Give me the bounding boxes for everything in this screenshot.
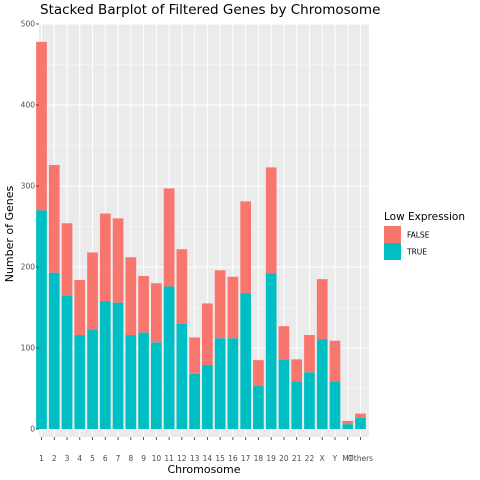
x-tick-label: 18 — [254, 454, 264, 463]
bar-true-chr-11 — [163, 286, 175, 429]
y-tick-label: 400 — [21, 101, 36, 110]
bar-false-chr-21 — [291, 359, 303, 382]
x-tick-label: 7 — [116, 454, 121, 463]
bar-false-chr-7 — [112, 218, 124, 303]
x-tick-label: 4 — [77, 454, 82, 463]
bar-false-chr-1 — [36, 41, 47, 211]
bar-false-chr-6 — [99, 213, 111, 302]
y-tick-label: 100 — [21, 344, 36, 353]
x-tick-label: 14 — [203, 454, 213, 463]
bar-false-chr-17 — [240, 201, 252, 293]
bar-true-chr-x — [316, 339, 328, 429]
x-tick-label: 22 — [305, 454, 315, 463]
bars-layer — [36, 41, 366, 429]
x-tick-label: 17 — [241, 454, 251, 463]
bar-false-chr-others — [355, 413, 366, 418]
legend-label-false: FALSE — [407, 231, 430, 240]
bar-true-chr-13 — [189, 373, 200, 429]
y-tick-label: 300 — [21, 182, 36, 191]
x-tick-label: 9 — [141, 454, 146, 463]
bar-false-chr-13 — [189, 337, 200, 374]
bar-false-chr-y — [329, 340, 341, 382]
bar-false-chr-9 — [138, 275, 149, 333]
x-tick-label: Others — [348, 454, 373, 463]
x-tick-label: 1 — [39, 454, 44, 463]
bar-true-chr-20 — [278, 359, 290, 429]
x-tick-label: 2 — [52, 454, 57, 463]
x-tick-label: 11 — [164, 454, 174, 463]
x-tick-label: 5 — [90, 454, 95, 463]
x-tick-label: 15 — [215, 454, 225, 463]
legend-key-true — [384, 243, 401, 260]
bar-true-chr-7 — [112, 302, 124, 429]
bar-false-chr-18 — [253, 360, 264, 387]
bar-false-chr-5 — [87, 252, 98, 330]
x-tick-label: 3 — [65, 454, 70, 463]
bar-false-chr-12 — [176, 249, 188, 324]
bar-true-chr-10 — [150, 342, 162, 429]
bar-false-chr-8 — [125, 257, 137, 336]
bar-false-chr-11 — [163, 188, 175, 287]
x-tick-label: 20 — [279, 454, 289, 463]
bar-false-chr-x — [316, 279, 328, 340]
bar-true-chr-1 — [36, 210, 47, 429]
bar-true-chr-y — [329, 381, 341, 429]
bar-false-chr-20 — [278, 326, 290, 360]
bar-true-chr-18 — [253, 386, 264, 429]
legend: Low Expression FALSE TRUE — [384, 211, 465, 260]
bar-true-chr-21 — [291, 381, 303, 429]
bar-false-chr-16 — [227, 276, 239, 339]
x-tick-label: X — [320, 454, 325, 463]
bar-false-chr-2 — [48, 164, 60, 273]
x-tick-label: 6 — [103, 454, 108, 463]
bar-false-chr-22 — [304, 335, 315, 373]
bar-true-chr-3 — [61, 295, 73, 429]
bar-true-chr-17 — [240, 292, 252, 429]
y-tick-label: 0 — [30, 425, 35, 434]
chart-title: Stacked Barplot of Filtered Genes by Chr… — [40, 2, 380, 18]
y-axis-ticks: 0 100 200 300 400 500 — [21, 20, 39, 434]
y-tick-label: 500 — [21, 20, 36, 29]
bar-true-chr-others — [355, 417, 366, 429]
x-tick-label: 8 — [128, 454, 133, 463]
x-tick-label: 12 — [177, 454, 187, 463]
bar-true-chr-2 — [48, 272, 60, 429]
bar-true-chr-4 — [74, 335, 86, 429]
x-axis-ticks: 1 2 3 4 5 6 7 8 9 10 11 12 13 14 15 16 17 18 19 20 21 22 X Y MTO… — [39, 437, 373, 463]
bar-true-chr-15 — [214, 338, 226, 429]
bar-true-chr-8 — [125, 335, 137, 429]
x-tick-label: MT — [342, 454, 353, 463]
x-tick-label: 19 — [266, 454, 276, 463]
legend-label-true: TRUE — [406, 248, 427, 257]
bar-false-chr-4 — [74, 279, 86, 336]
bar-false-chr-mt — [342, 420, 354, 425]
x-tick-label: 13 — [190, 454, 200, 463]
bar-true-chr-5 — [87, 329, 98, 429]
bar-true-chr-22 — [304, 372, 315, 429]
bar-false-chr-3 — [61, 223, 73, 296]
bar-true-chr-14 — [202, 365, 213, 429]
x-tick-label: 10 — [152, 454, 162, 463]
bar-false-chr-19 — [265, 167, 277, 274]
bar-true-chr-19 — [265, 273, 277, 429]
x-tick-label: Y — [332, 454, 338, 463]
bar-true-chr-9 — [138, 332, 149, 429]
y-tick-label: 200 — [21, 263, 36, 272]
bar-true-chr-16 — [227, 338, 239, 429]
x-tick-label: 16 — [228, 454, 238, 463]
y-axis-label: Number of Genes — [3, 185, 16, 282]
legend-title: Low Expression — [384, 211, 465, 223]
bar-true-chr-6 — [99, 301, 111, 429]
bar-true-chr-12 — [176, 323, 188, 429]
bar-true-chr-mt — [342, 424, 354, 429]
legend-key-false — [384, 226, 401, 243]
x-tick-label: 21 — [292, 454, 302, 463]
bar-false-chr-10 — [150, 283, 162, 343]
x-axis-label: Chromosome — [167, 463, 240, 476]
bar-false-chr-15 — [214, 270, 226, 339]
bar-false-chr-14 — [202, 303, 213, 366]
